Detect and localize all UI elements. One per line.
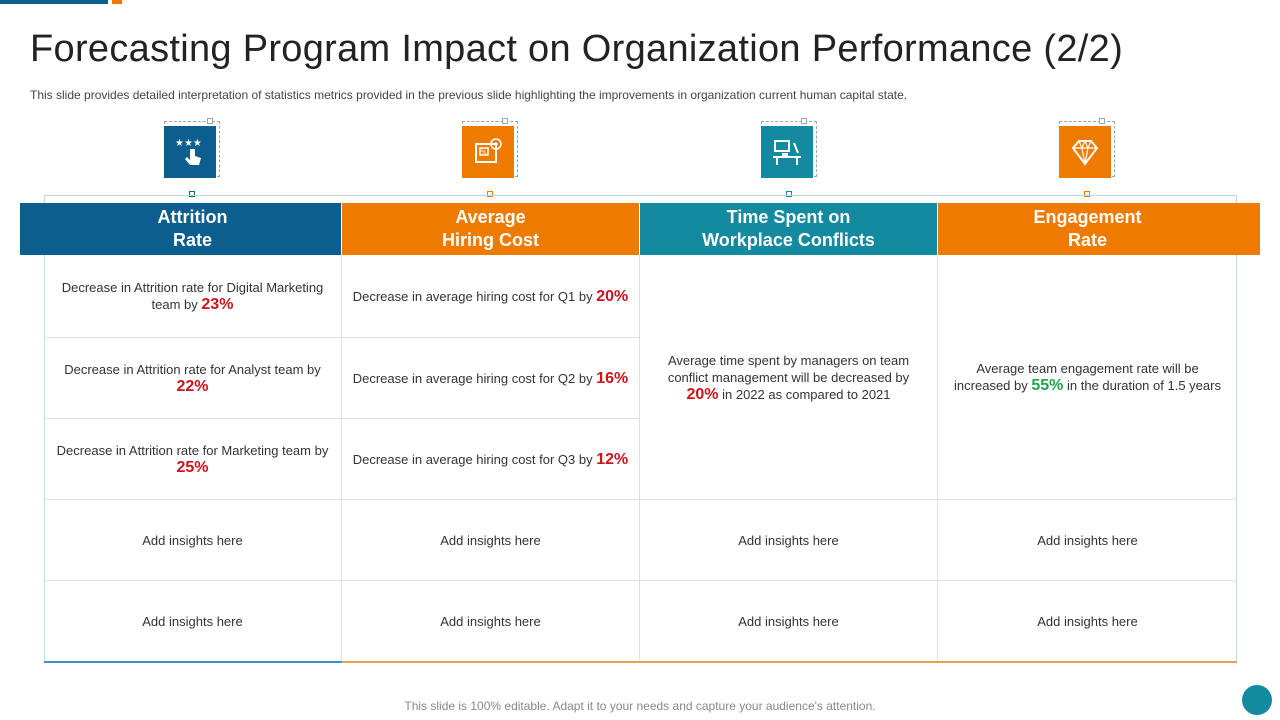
column-bottom-line [44,661,342,663]
engagement-icon-tile[interactable] [1059,126,1111,178]
table-cell: Decrease in average hiring cost for Q2 b… [342,338,640,419]
svg-text:★★★: ★★★ [175,138,202,149]
column-bottom-line [342,661,640,663]
footer-note: This slide is 100% editable. Adapt it to… [404,699,876,713]
selection-handle[interactable] [786,191,792,197]
header-attrition-rate: Attrition Rate [44,203,342,255]
table-cell: Decrease in Attrition rate for Analyst t… [44,338,342,419]
workplace-desk-icon [773,140,801,165]
insight-cell[interactable]: Add insights here [342,500,640,581]
svg-text:%: % [481,149,487,156]
top-accent-bar-blue [0,0,108,4]
selection-handle[interactable] [207,118,213,124]
selection-handle[interactable] [189,191,195,197]
selection-handle[interactable] [1099,118,1105,124]
insight-cell[interactable]: Add insights here [938,500,1237,581]
insight-cell[interactable]: Add insights here [640,500,938,581]
page-title: Forecasting Program Impact on Organizati… [30,28,1124,70]
table-cell-engagement: Average team engagement rate will be inc… [938,255,1237,500]
selection-handle[interactable] [1084,191,1090,197]
corner-circle-button[interactable] [1242,685,1272,715]
selection-handle[interactable] [502,118,508,124]
table-cell: Decrease in average hiring cost for Q1 b… [342,255,640,338]
cost-document-icon: % [475,138,502,163]
top-accent-bar-orange [112,0,122,4]
selection-handle[interactable] [801,118,807,124]
conflicts-icon-tile[interactable] [761,126,813,178]
insight-cell[interactable]: Add insights here [342,581,640,662]
insight-cell[interactable]: Add insights here [1037,614,1138,629]
page-subtitle: This slide provides detailed interpretat… [30,88,908,102]
table-cell: Decrease in Attrition rate for Marketing… [44,419,342,500]
attrition-icon-tile[interactable]: ★★★ [164,126,216,178]
table-cell: Decrease in average hiring cost for Q3 b… [342,419,640,500]
insight-cell[interactable]: Add insights here [44,500,342,581]
column-bottom-line [640,661,938,663]
header-engagement-rate: Engagement Rate [938,203,1237,255]
header-time-spent-conflicts: Time Spent on Workplace Conflicts [640,203,938,255]
header-average-hiring-cost: Average Hiring Cost [342,203,640,255]
table-cell: Decrease in Attrition rate for Digital M… [44,255,342,338]
hiring-cost-icon-tile[interactable]: % [462,126,514,178]
column-bottom-line [938,661,1237,663]
header-band-left [20,203,44,255]
insight-cell[interactable]: Add insights here [44,581,342,662]
diamond-icon [1071,139,1099,166]
table-cell-conflicts: Average time spent by managers on team c… [640,255,938,500]
insight-cell[interactable]: Add insights here [640,581,938,662]
selection-handle[interactable] [487,191,493,197]
header-band-right [1237,203,1260,255]
star-rating-hand-icon: ★★★ [175,138,202,165]
